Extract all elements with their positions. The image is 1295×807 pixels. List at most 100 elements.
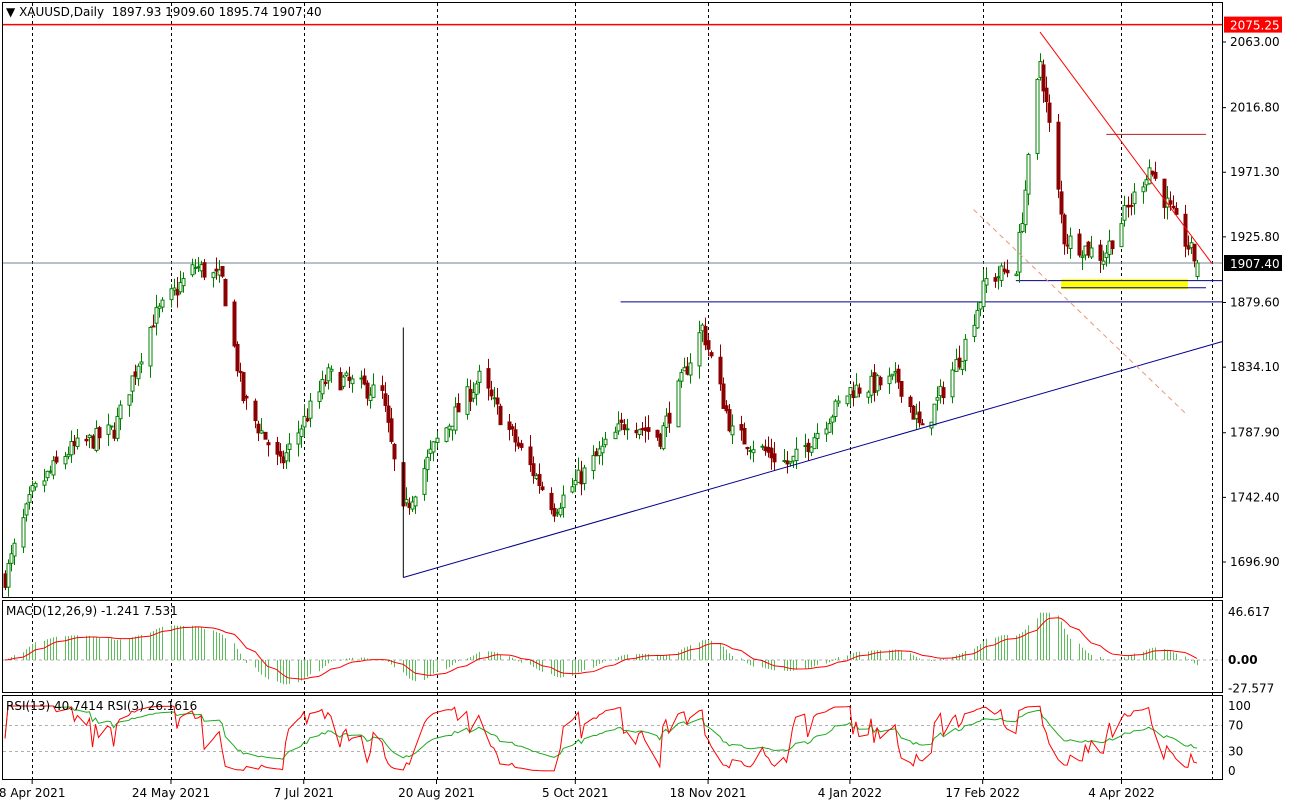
candle-body (769, 447, 774, 459)
candle-body (477, 370, 482, 383)
candle-body (380, 385, 385, 391)
candle-body (558, 507, 563, 516)
price-tick-label: 1696.90 (1230, 555, 1280, 569)
candle-body (471, 392, 476, 399)
candle-body (1104, 252, 1109, 259)
candle-body (815, 432, 820, 439)
candle-body (1026, 153, 1031, 195)
candle-body (404, 499, 409, 504)
price-axis: 2063.00 2016.80 1971.30 1925.80 1879.60 1834.… (1222, 16, 1282, 778)
candle-body (220, 266, 225, 277)
candle-body (21, 517, 26, 548)
candle-body (202, 262, 207, 278)
trendline-falling-resistance (1039, 31, 1213, 264)
current-price-label-bg (1224, 255, 1282, 272)
symbol-dropdown-icon[interactable]: ▼ (6, 5, 16, 19)
candle-body (278, 451, 283, 457)
candle-body (950, 369, 955, 398)
support-zone (1061, 279, 1188, 290)
candle-body (12, 542, 17, 557)
candle-body (181, 278, 186, 287)
candle-body (154, 307, 159, 324)
time-tick-label: 5 Oct 2021 (542, 786, 609, 800)
candle-body (160, 299, 165, 308)
candle-body (688, 362, 693, 376)
candle-body (308, 400, 313, 419)
candle-body (127, 394, 132, 406)
price-tick-label: 1879.60 (1230, 295, 1280, 309)
candle-body (730, 425, 735, 436)
candle-body (709, 352, 714, 357)
candle-body (809, 446, 814, 453)
macd-panel-frame (2, 600, 1223, 693)
candle-body (679, 372, 684, 382)
candle-body (329, 368, 334, 372)
candle-body (75, 437, 80, 447)
candle-body (1014, 273, 1019, 277)
candle-body (637, 429, 642, 436)
candle-body (718, 356, 723, 385)
candle-body (190, 264, 195, 276)
candle-body (106, 424, 111, 435)
candle-body (259, 430, 264, 434)
candle-body (115, 415, 120, 439)
candle-body (836, 400, 841, 404)
chart-header: ▼ XAUUSD,Daily 1897.93 1909.60 1895.74 1… (6, 5, 322, 19)
candle-body (94, 427, 99, 451)
candle-body (495, 397, 500, 405)
candle-body (45, 470, 50, 479)
candle-body (724, 405, 729, 412)
candle-body (941, 387, 946, 399)
candle-body (1080, 255, 1085, 258)
candle-body (317, 391, 322, 403)
candle-body (920, 423, 925, 426)
rsi13-line (4, 705, 1197, 760)
candle-body (136, 365, 141, 380)
candle-body (1129, 204, 1134, 207)
rsi-tick-label: 70 (1228, 719, 1243, 733)
candle-body (299, 428, 304, 438)
candle-body (1171, 205, 1176, 209)
candle-body (1132, 191, 1137, 205)
candles (3, 53, 1200, 597)
candle-body (908, 396, 913, 408)
candle-body (510, 426, 515, 430)
rsi-panel-frame (2, 695, 1223, 780)
candle-body (845, 395, 850, 405)
candle-body (1077, 233, 1082, 256)
candle-body (326, 367, 331, 382)
candle-body (697, 332, 702, 367)
candle-body (263, 431, 268, 440)
time-tick-label: 4 Jan 2022 (818, 786, 882, 800)
candle-body (344, 372, 349, 376)
candle-body (507, 421, 512, 430)
symbol-caption: XAUUSD,Daily (19, 5, 105, 19)
time-tick-label: 4 Apr 2022 (1088, 786, 1155, 800)
candle-body (389, 418, 394, 442)
time-axis: 8 Apr 2021 24 May 2021 7 Jul 2021 20 Aug 20… (0, 779, 1155, 800)
candle-body (1047, 102, 1052, 123)
rsi3-line (4, 705, 1198, 772)
candle-body (727, 409, 732, 432)
time-tick-label: 7 Jul 2021 (274, 786, 334, 800)
candle-body (646, 427, 651, 432)
candle-body (616, 423, 621, 432)
candle-body (742, 428, 747, 445)
candle-body (591, 455, 596, 472)
candle-body (661, 425, 666, 450)
candle-body (253, 400, 258, 422)
candle-body (999, 265, 1004, 281)
candle-body (1041, 64, 1046, 92)
candle-body (413, 496, 418, 507)
time-tick-label: 24 May 2021 (132, 786, 210, 800)
candle-body (549, 492, 554, 511)
macd-signal-line (4, 617, 1198, 680)
macd-caption: MACD(12,26,9) -1.241 7.531 (6, 604, 178, 618)
candle-body (975, 309, 980, 329)
candle-body (139, 361, 144, 365)
candle-body (223, 279, 228, 307)
candle-body (350, 378, 355, 385)
candle-body (486, 368, 491, 389)
candle-body (275, 441, 280, 455)
